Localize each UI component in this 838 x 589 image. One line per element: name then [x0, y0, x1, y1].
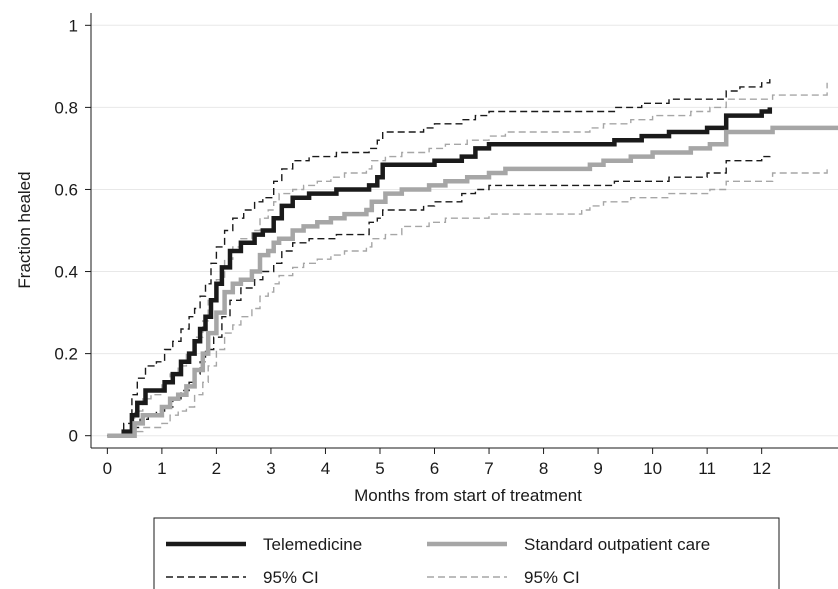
x-axis-title: Months from start of treatment [354, 486, 582, 505]
x-ticks: 0 1 2 3 4 5 6 7 8 9 10 11 12 [103, 448, 771, 478]
y-ticks: 0 0.2 0.4 0.6 0.8 1 [54, 16, 91, 446]
y-tick-label: 0.8 [54, 98, 78, 117]
x-tick-label: 6 [430, 459, 439, 478]
legend-label: Telemedicine [263, 535, 362, 554]
x-tick-label: 8 [539, 459, 548, 478]
gridlines [91, 24, 838, 437]
legend: Telemedicine Standard outpatient care 95% … [153, 517, 780, 589]
y-tick-label: 0.2 [54, 345, 78, 364]
y-tick-label: 0.6 [54, 180, 78, 199]
y-tick-label: 0 [69, 427, 78, 446]
ci-line-lower [107, 168, 828, 437]
x-tick-label: 3 [266, 459, 275, 478]
x-tick-label: 5 [375, 459, 384, 478]
x-tick-label: 7 [484, 459, 493, 478]
x-tick-label: 9 [593, 459, 602, 478]
legend-label: Standard outpatient care [524, 535, 710, 554]
ci-line-upper [107, 82, 828, 437]
y-axis-title: Fraction healed [15, 171, 34, 288]
x-tick-label: 2 [212, 459, 221, 478]
legend-label: 95% CI [524, 568, 580, 587]
x-tick-label: 0 [103, 459, 112, 478]
x-tick-label: 1 [157, 459, 166, 478]
y-tick-label: 0.4 [54, 263, 78, 282]
x-tick-label: 10 [643, 459, 662, 478]
ci-line-upper [107, 78, 771, 437]
legend-items: Telemedicine Standard outpatient care 95% … [166, 535, 710, 587]
ci-line-lower [107, 152, 771, 437]
x-tick-label: 11 [698, 459, 716, 478]
legend-label: 95% CI [263, 568, 319, 587]
x-tick-label: 4 [321, 459, 330, 478]
series-line [107, 107, 773, 438]
x-tick-label: 12 [752, 459, 771, 478]
series-line [107, 125, 838, 438]
y-tick-label: 1 [69, 16, 78, 35]
plot-series [107, 78, 838, 438]
axes [90, 13, 838, 449]
